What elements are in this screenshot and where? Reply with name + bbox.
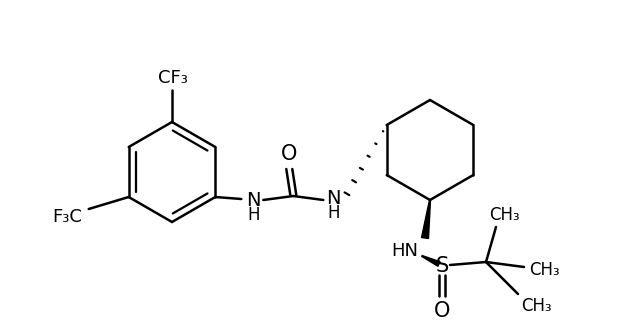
Text: CF₃: CF₃ (158, 69, 188, 87)
Text: HN: HN (392, 242, 419, 260)
Polygon shape (422, 255, 440, 266)
Text: H: H (327, 204, 340, 222)
Text: F₃C: F₃C (52, 208, 82, 226)
Text: O: O (434, 301, 450, 321)
Text: O: O (281, 144, 298, 164)
Text: S: S (435, 256, 449, 276)
Text: H: H (247, 206, 260, 224)
Text: N: N (326, 188, 340, 207)
Text: CH₃: CH₃ (489, 206, 519, 224)
Polygon shape (422, 200, 431, 238)
Text: CH₃: CH₃ (521, 297, 551, 315)
Text: N: N (246, 190, 260, 209)
Text: CH₃: CH₃ (529, 261, 559, 279)
